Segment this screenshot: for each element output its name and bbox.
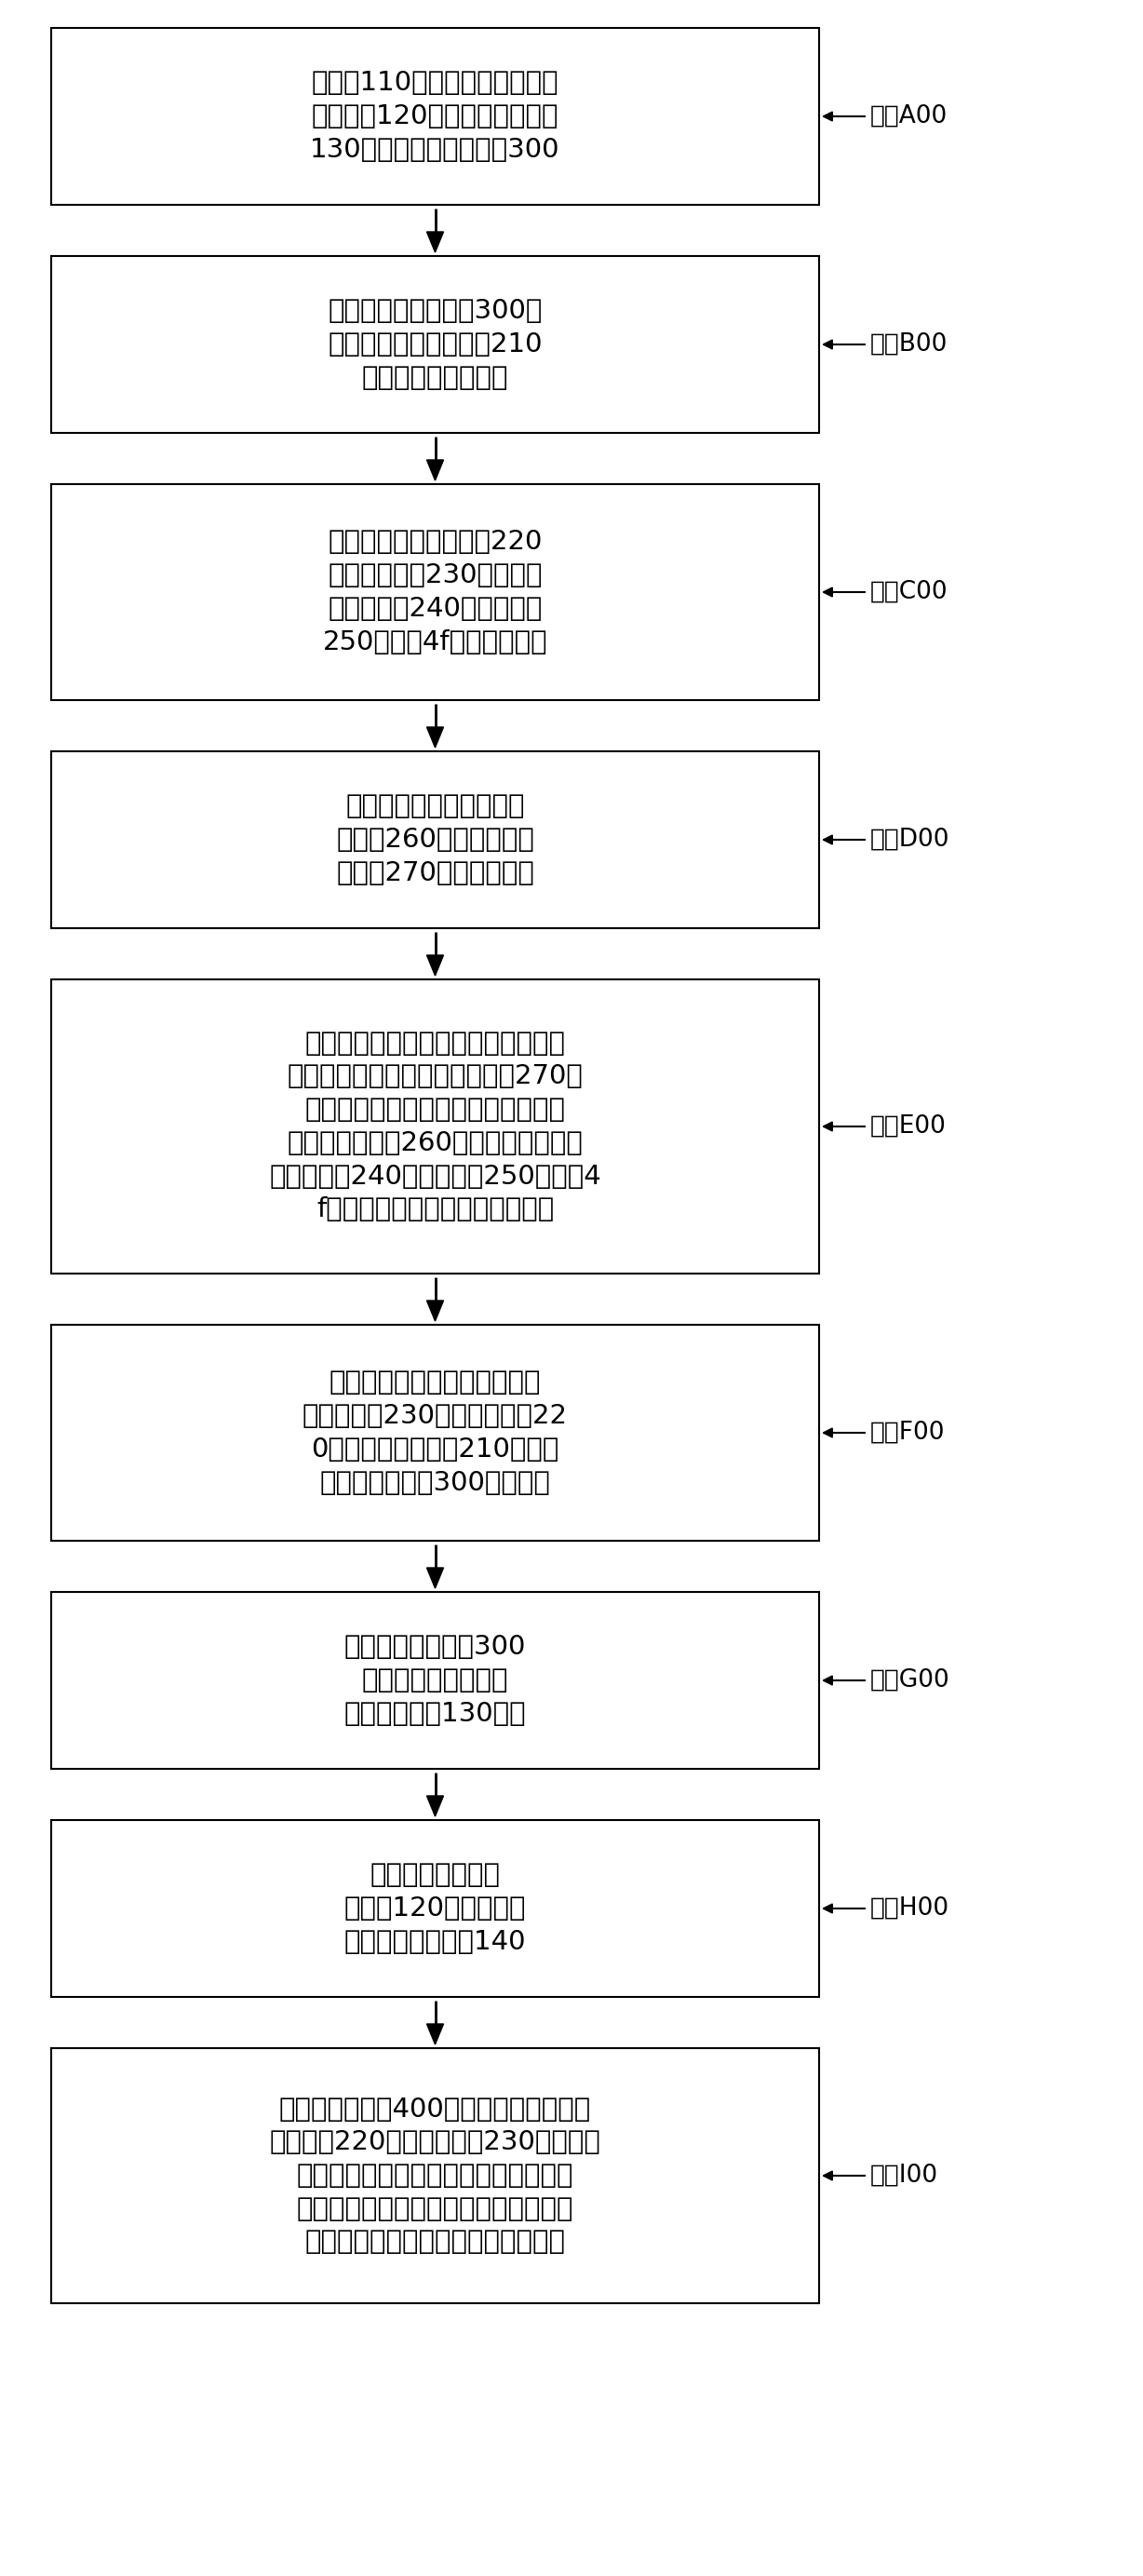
Bar [51,1324,820,1540]
Text: 扩束后的准直光束由第三
反射镜260反射，进入显
微物镜270，聚焦到样品: 扩束后的准直光束由第三 反射镜260反射，进入显 微物镜270，聚焦到样品 [336,793,534,886]
Bar [51,1592,820,1770]
Polygon shape [426,2025,443,2045]
Bar [51,484,820,701]
Text: 激光器110发射出激光光束，透
过分束器120后，经光纤耦合器
130聚焦耦合到单模光纤300: 激光器110发射出激光光束，透 过分束器120后，经光纤耦合器 130聚焦耦合到… [310,70,560,162]
Text: 步骤B00: 步骤B00 [870,332,948,355]
Text: 步骤G00: 步骤G00 [870,1669,950,1692]
Text: 步骤C00: 步骤C00 [870,580,948,605]
Polygon shape [426,956,443,976]
Text: 准直光束经第一反射镜220
和第二反射镜230反射后，
由第一透镜240和第二透镜
250组成的4f扩束系统扩束: 准直光束经第一反射镜220 和第二反射镜230反射后， 由第一透镜240和第二透… [322,528,547,654]
Polygon shape [426,232,443,252]
Text: 聚焦光斑照明区域内的样品反射光和
散射光组成的信号光由显微物镜270收
集，形成准直信号光沿原光路返回，
先经第三反射镜260反射后，反向经过
由第一透镜240: 聚焦光斑照明区域内的样品反射光和 散射光组成的信号光由显微物镜270收 集，形成… [269,1030,601,1224]
Bar [51,752,820,927]
Polygon shape [426,1301,443,1321]
Bar [51,1821,820,1996]
Text: 缩小后的准直信号光束依次经
第二反射镜230和第一反射镜22
0反射后，由准直器210聚焦并
耦合到单模光纤300原出射端: 缩小后的准直信号光束依次经 第二反射镜230和第一反射镜22 0反射后，由准直器… [303,1370,568,1497]
Text: 准直的信号光束经
分束器120反射后入射
到光电探测器探测140: 准直的信号光束经 分束器120反射后入射 到光电探测器探测140 [344,1862,526,1955]
Text: 步骤F00: 步骤F00 [870,1419,945,1445]
Bar [51,979,820,1273]
Text: 步骤A00: 步骤A00 [870,103,948,129]
Text: 步骤E00: 步骤E00 [870,1115,946,1139]
Text: 激光光束从单模光纤300的
出射端出射，经准直器210
准直，得到准直光束: 激光光束从单模光纤300的 出射端出射，经准直器210 准直，得到准直光束 [328,299,543,392]
Text: 步骤H00: 步骤H00 [870,1896,950,1922]
Bar [51,255,820,433]
Polygon shape [426,726,443,747]
Text: 信号光在单模光纤300
的另一端面出射，经
过光纤耦合器130准直: 信号光在单模光纤300 的另一端面出射，经 过光纤耦合器130准直 [344,1633,526,1726]
Polygon shape [426,1795,443,1816]
Bar [51,28,820,206]
Polygon shape [426,461,443,479]
Polygon shape [426,1569,443,1589]
Bar [51,2048,820,2303]
Text: 步骤I00: 步骤I00 [870,2164,938,2187]
Text: 步骤D00: 步骤D00 [870,827,950,853]
Text: 再通过控制装置400输出同步信号控制第
一反射镜220和第二反射镜230，使激发
光束有序地二维偏转，在焦面上形成二
维扫描光斑，同时采集相应的信号，重
构出图: 再通过控制装置400输出同步信号控制第 一反射镜220和第二反射镜230，使激发… [270,2097,601,2254]
